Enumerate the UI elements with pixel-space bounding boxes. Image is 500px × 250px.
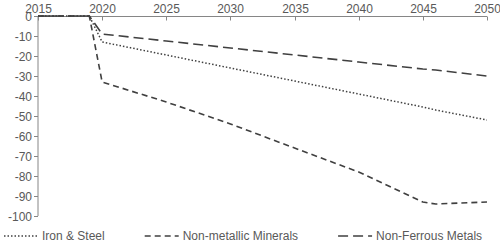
y-tick-label: -80 (15, 170, 33, 184)
chart: 0-10-20-30-40-50-60-70-80-90-10020152020… (0, 0, 500, 250)
y-tick-label: -60 (15, 130, 33, 144)
x-tick-label: 2045 (410, 2, 437, 16)
x-tick (487, 17, 488, 21)
y-tick-label: -90 (15, 190, 33, 204)
y-tick (34, 136, 38, 137)
legend-swatch (145, 235, 179, 237)
x-tick (102, 17, 103, 21)
y-tick-label: -70 (15, 150, 33, 164)
y-tick (34, 96, 38, 97)
series-line (38, 16, 487, 76)
y-tick (34, 176, 38, 177)
x-tick (230, 17, 231, 21)
x-tick (166, 17, 167, 21)
legend: Iron & Steel Non-metallic Minerals Non-Fer… (4, 229, 482, 243)
y-tick-label: -10 (15, 30, 33, 44)
x-tick-label: 2025 (153, 2, 180, 16)
legend-swatch (4, 235, 38, 237)
y-tick (34, 156, 38, 157)
y-tick-label: -100 (8, 210, 32, 224)
y-tick (34, 196, 38, 197)
y-tick-label: -20 (15, 50, 33, 64)
x-tick-label: 2020 (89, 2, 116, 16)
legend-swatch (338, 235, 372, 237)
y-tick (34, 116, 38, 117)
x-tick (423, 17, 424, 21)
x-tick-label: 2015 (25, 2, 52, 16)
x-tick (359, 17, 360, 21)
y-tick (34, 56, 38, 57)
legend-label: Non-Ferrous Metals (376, 229, 482, 243)
y-tick-label: -50 (15, 110, 33, 124)
y-tick-label: -40 (15, 90, 33, 104)
y-tick (34, 76, 38, 77)
series-line (38, 16, 487, 120)
y-tick (34, 36, 38, 37)
plot-area (38, 16, 487, 204)
x-tick (38, 17, 39, 21)
x-tick-label: 2040 (346, 2, 373, 16)
x-axis (38, 16, 487, 17)
x-tick-label: 2035 (282, 2, 309, 16)
series-line (38, 16, 487, 204)
y-tick-label: -30 (15, 70, 33, 84)
legend-label: Non-metallic Minerals (183, 229, 298, 243)
x-tick-label: 2050 (474, 2, 500, 16)
y-tick (34, 16, 38, 17)
y-tick (34, 216, 38, 217)
legend-label: Iron & Steel (42, 229, 105, 243)
x-tick-label: 2030 (217, 2, 244, 16)
x-tick (295, 17, 296, 21)
